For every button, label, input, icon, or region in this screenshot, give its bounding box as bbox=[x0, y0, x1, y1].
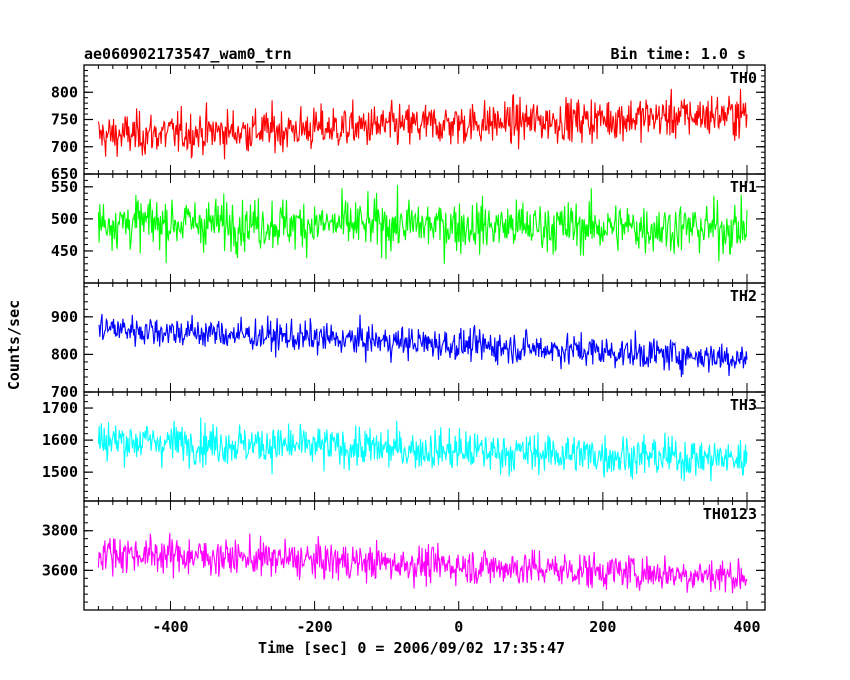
panel-label-th2: TH2 bbox=[730, 287, 757, 305]
x-tick-label: -400 bbox=[152, 618, 188, 636]
y-tick-label: 500 bbox=[51, 210, 78, 228]
series-line-th3 bbox=[97, 417, 748, 482]
panel-frame-th0123 bbox=[83, 500, 766, 611]
y-tick-label: 800 bbox=[51, 83, 78, 101]
x-tick-label: -200 bbox=[297, 618, 333, 636]
panel-label-th1: TH1 bbox=[730, 178, 757, 196]
panel-label-th3: TH3 bbox=[730, 396, 757, 414]
series-line-th1 bbox=[97, 185, 748, 264]
y-tick-label: 1700 bbox=[42, 399, 78, 417]
y-tick-label: 750 bbox=[51, 111, 78, 129]
y-tick-label: 700 bbox=[51, 138, 78, 156]
chart-title: ae060902173547_wam0_trn bbox=[84, 45, 292, 63]
y-tick-label: 1500 bbox=[42, 463, 78, 481]
bin-time-label: Bin time: 1.0 s bbox=[610, 45, 746, 63]
y-tick-label: 550 bbox=[51, 178, 78, 196]
panel-frame-th3 bbox=[83, 391, 766, 502]
y-tick-label: 700 bbox=[51, 383, 78, 401]
y-tick-label: 450 bbox=[51, 242, 78, 260]
y-tick-label: 1600 bbox=[42, 431, 78, 449]
panel-label-th0123: TH0123 bbox=[703, 505, 757, 523]
y-axis-label: Counts/sec bbox=[5, 299, 23, 391]
x-tick-label: 400 bbox=[733, 618, 760, 636]
x-axis-label: Time [sec] 0 = 2006/09/02 17:35:47 bbox=[258, 639, 566, 657]
y-tick-label: 800 bbox=[51, 345, 78, 363]
y-tick-label: 650 bbox=[51, 165, 78, 183]
x-tick-label: 200 bbox=[589, 618, 616, 636]
y-tick-label: 3600 bbox=[42, 561, 78, 579]
series-line-th0 bbox=[97, 88, 748, 160]
panel-label-th0: TH0 bbox=[730, 69, 757, 87]
x-tick-label: 0 bbox=[454, 618, 463, 636]
y-tick-label: 3800 bbox=[42, 522, 78, 540]
series-line-th2 bbox=[98, 313, 748, 378]
y-tick-label: 900 bbox=[51, 308, 78, 326]
series-line-th0123 bbox=[97, 533, 748, 594]
